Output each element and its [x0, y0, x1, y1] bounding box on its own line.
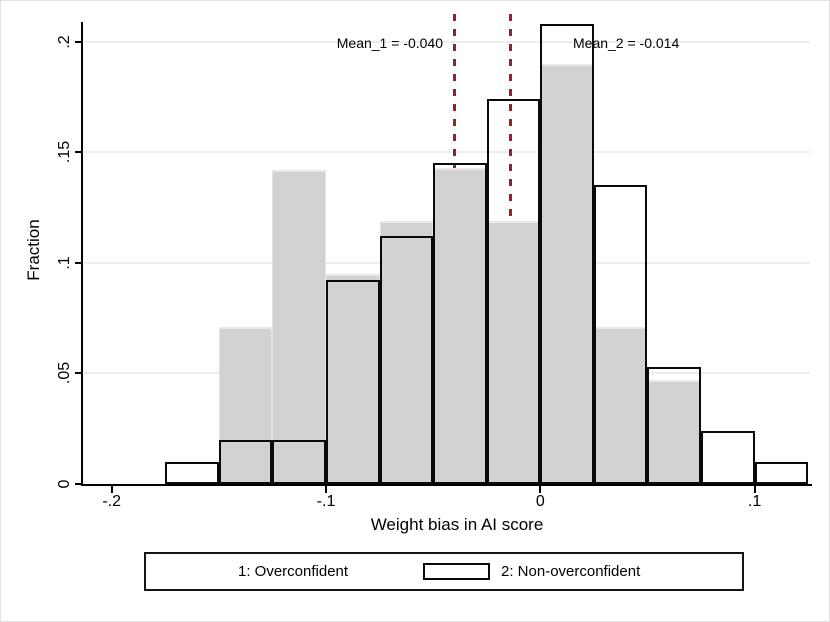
- x-axis-line: [81, 484, 812, 486]
- bar-non-overconfident: [540, 24, 594, 484]
- x-tick: [539, 486, 542, 493]
- bar-overconfident: [433, 167, 487, 484]
- bar-non-overconfident: [326, 280, 380, 484]
- y-tick: [75, 40, 82, 43]
- bar-non-overconfident: [379, 236, 434, 484]
- y-tick-label: 0: [56, 479, 73, 489]
- mean2-annotation: Mean_2 = -0.014: [573, 35, 680, 51]
- bar-non-overconfident: [754, 461, 809, 484]
- y-tick: [75, 261, 82, 264]
- bar-non-overconfident: [218, 439, 273, 484]
- y-tick: [75, 151, 82, 154]
- bar-non-overconfident: [272, 439, 326, 484]
- x-tick-label: 0: [535, 493, 545, 510]
- legend-box: 1: Overconfident 2: Non-overconfident: [144, 552, 744, 591]
- y-tick-label: .15: [56, 141, 73, 164]
- x-tick-label: .1: [747, 493, 762, 510]
- bar-non-overconfident: [647, 366, 701, 484]
- y-gridline: [84, 151, 810, 154]
- bar-non-overconfident: [433, 163, 487, 484]
- y-tick: [75, 482, 82, 485]
- x-axis-title: Weight bias in AI score: [370, 515, 544, 534]
- x-tick-label: -.1: [316, 493, 336, 510]
- y-axis-line: [81, 22, 83, 486]
- y-tick-label: .05: [56, 362, 73, 385]
- legend-label-non-overconfident: 2: Non-overconfident: [501, 563, 641, 580]
- x-tick-label: -.2: [102, 493, 122, 510]
- bar-non-overconfident: [165, 461, 219, 484]
- bar-non-overconfident: [486, 99, 541, 484]
- bar-non-overconfident: [593, 185, 648, 484]
- y-axis-title: Fraction: [24, 219, 43, 281]
- y-tick-label: .2: [56, 35, 73, 49]
- legend-label-overconfident: 1: Overconfident: [238, 563, 349, 580]
- legend-swatch-overconfident: [156, 564, 223, 580]
- bar-overconfident: [218, 326, 273, 484]
- x-tick: [753, 486, 756, 493]
- bar-non-overconfident: [701, 430, 755, 484]
- mean1-annotation: Mean_1 = -0.040: [336, 35, 443, 51]
- y-tick-label: .1: [56, 256, 73, 270]
- x-tick: [110, 486, 113, 493]
- y-tick: [75, 372, 82, 375]
- bar-overconfident: [272, 169, 326, 484]
- y-gridline: [84, 40, 810, 43]
- x-tick: [325, 486, 327, 493]
- legend-swatch-non-overconfident: [423, 563, 490, 580]
